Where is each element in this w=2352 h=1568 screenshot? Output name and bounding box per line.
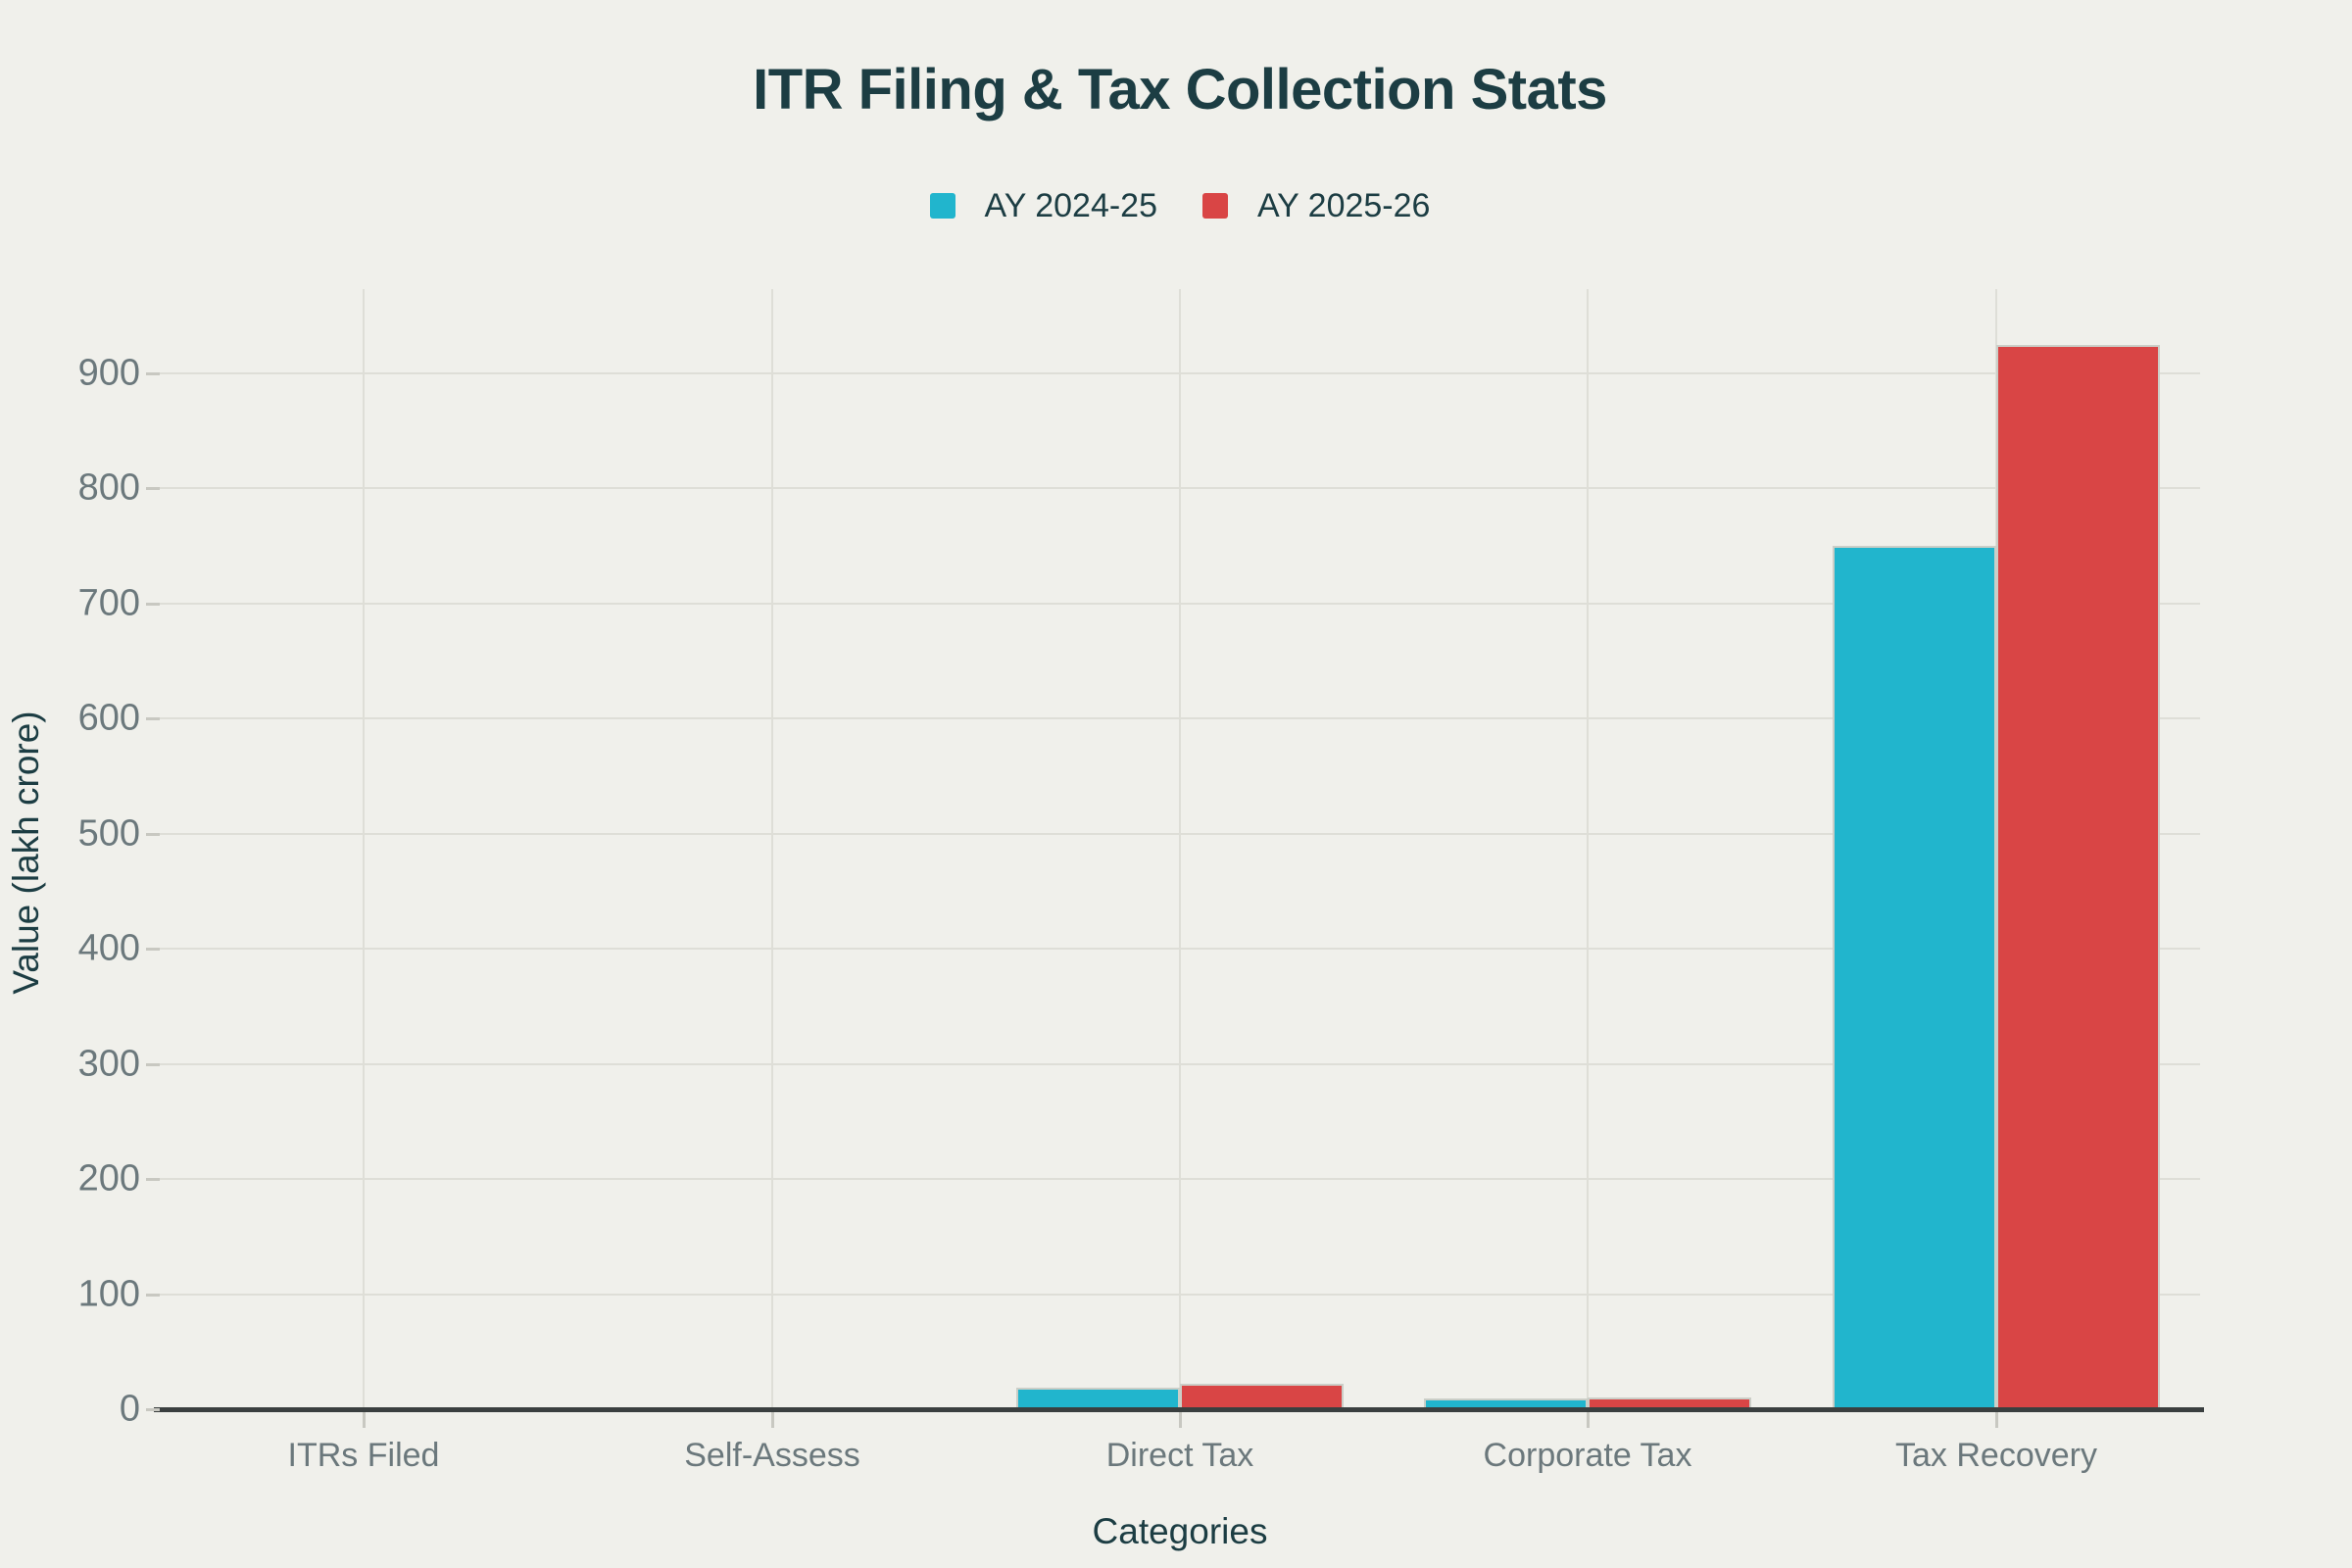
y-tick-label: 600: [77, 697, 140, 739]
legend-swatch-teal-icon: [929, 193, 956, 219]
y-tick-label: 400: [77, 927, 140, 969]
y-tick-mark: [146, 1063, 160, 1066]
chart-title: ITR Filing & Tax Collection Stats: [753, 58, 1607, 122]
vertical-gridline: [363, 289, 365, 1409]
y-tick-label: 0: [119, 1388, 140, 1430]
x-tick-label: Corporate Tax: [1483, 1437, 1692, 1474]
y-tick-label: 300: [77, 1043, 140, 1085]
y-tick-label: 200: [77, 1157, 140, 1200]
y-tick-mark: [146, 717, 160, 720]
y-axis-title: Value (lakh crore): [6, 710, 46, 995]
legend-label: AY 2025-26: [1257, 186, 1431, 224]
legend-item-ay-2024-25: AY 2024-25: [929, 186, 1157, 225]
vertical-gridline: [1587, 289, 1589, 1409]
x-tick-mark: [1179, 1412, 1182, 1428]
bar-ay-2025-26-tax-recovery: [1996, 345, 2160, 1409]
x-tick-mark: [1995, 1412, 1998, 1428]
x-tick-label: Self-Assess: [684, 1437, 860, 1474]
y-tick-label: 700: [77, 582, 140, 624]
x-axis-title: Categories: [1092, 1511, 1268, 1551]
vertical-gridline: [1179, 289, 1181, 1409]
y-tick-label: 900: [77, 352, 140, 394]
y-tick-mark: [146, 833, 160, 836]
x-tick-label: Direct Tax: [1105, 1437, 1254, 1474]
x-tick-mark: [363, 1412, 366, 1428]
bar-ay-2024-25-direct-tax: [1016, 1388, 1180, 1409]
legend-swatch-red-icon: [1202, 193, 1228, 219]
y-tick-mark: [146, 1178, 160, 1181]
vertical-gridline: [771, 289, 773, 1409]
bar-ay-2025-26-direct-tax: [1180, 1384, 1344, 1409]
legend-label: AY 2024-25: [984, 186, 1157, 224]
y-tick-mark: [146, 372, 160, 375]
bar-ay-2025-26-corporate-tax: [1588, 1397, 1751, 1409]
y-tick-mark: [146, 948, 160, 951]
y-tick-label: 500: [77, 812, 140, 855]
x-tick-mark: [771, 1412, 774, 1428]
bar-ay-2024-25-corporate-tax: [1424, 1398, 1588, 1409]
legend-item-ay-2025-26: AY 2025-26: [1202, 187, 1430, 225]
y-tick-mark: [146, 1408, 160, 1411]
bar-ay-2024-25-tax-recovery: [1833, 546, 1996, 1409]
y-tick-label: 800: [77, 466, 140, 509]
x-tick-label: ITRs Filed: [287, 1437, 440, 1474]
legend: AY 2024-25 AY 2025-26: [160, 184, 2200, 227]
x-tick-mark: [1587, 1412, 1590, 1428]
y-tick-mark: [146, 1294, 160, 1297]
x-tick-label: Tax Recovery: [1895, 1437, 2097, 1474]
x-axis-line: [154, 1407, 2204, 1412]
y-tick-label: 100: [77, 1273, 140, 1315]
y-tick-mark: [146, 487, 160, 490]
y-tick-mark: [146, 603, 160, 606]
